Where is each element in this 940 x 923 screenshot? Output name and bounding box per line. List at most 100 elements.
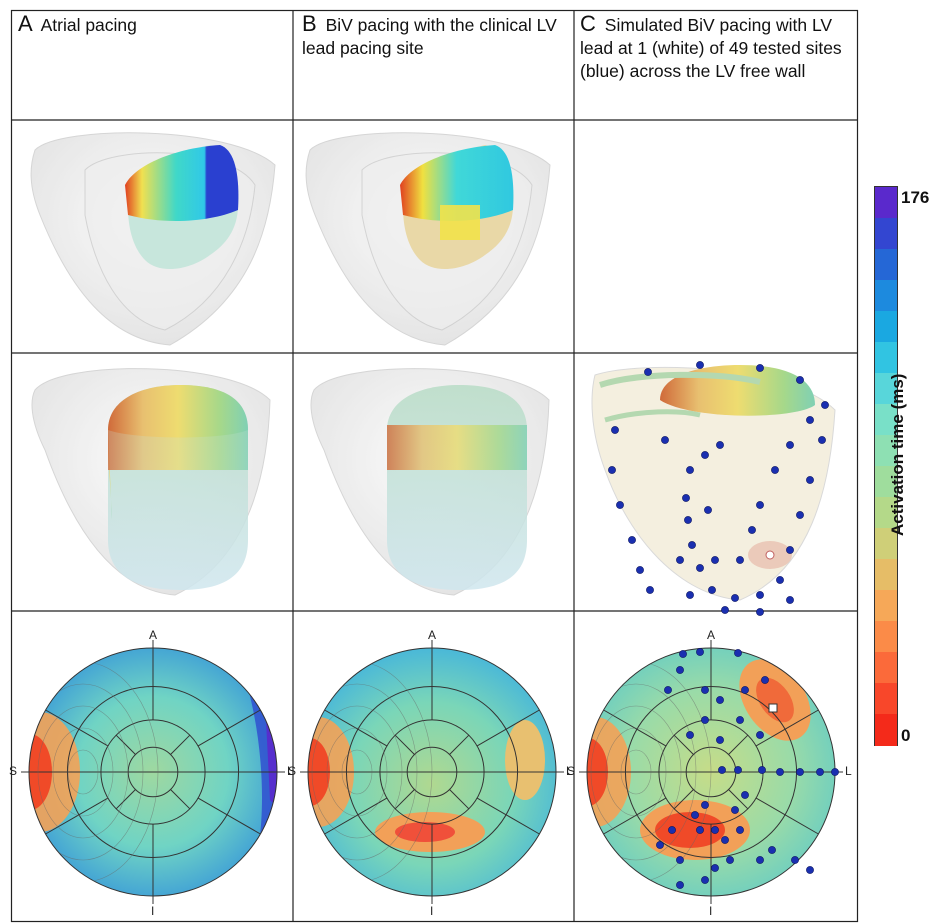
test-site-dot xyxy=(664,686,672,694)
polar-label-lateral: L xyxy=(566,764,573,778)
test-site-dot xyxy=(796,376,804,384)
colorbar-step xyxy=(875,683,897,715)
test-site-dot xyxy=(831,768,839,776)
test-site-dot xyxy=(686,731,694,739)
header-a: A Atrial pacing xyxy=(18,12,288,37)
test-site-dot xyxy=(718,766,726,774)
polar-label-inferior: I xyxy=(430,904,434,918)
test-site-dot xyxy=(734,766,742,774)
polar-label-inferior: I xyxy=(151,904,155,918)
colorbar-step xyxy=(875,559,897,591)
test-site-dot xyxy=(756,856,764,864)
test-site-dot xyxy=(711,826,719,834)
colorbar-step xyxy=(875,373,897,405)
header-letter-b: B xyxy=(302,11,317,36)
test-site-dot xyxy=(731,594,739,602)
test-site-dot xyxy=(771,466,779,474)
polar-label-septal: S xyxy=(9,764,18,778)
test-site-dot xyxy=(616,501,624,509)
test-site-dot xyxy=(716,696,724,704)
colorbar-step xyxy=(875,342,897,374)
test-site-dot xyxy=(708,586,716,594)
test-site-dot xyxy=(676,556,684,564)
test-site-dot xyxy=(756,501,764,509)
test-site-dot xyxy=(684,516,692,524)
test-site-dot xyxy=(721,836,729,844)
selected-lead-site-marker xyxy=(768,703,778,713)
colorbar: 176 0 Activation time (ms) xyxy=(868,186,940,766)
test-site-dot xyxy=(791,856,799,864)
polar-label-septal: S xyxy=(288,764,297,778)
test-site-dot xyxy=(776,768,784,776)
lv-test-sites-3d xyxy=(608,361,829,616)
test-site-dot xyxy=(711,556,719,564)
lv-test-sites-polar xyxy=(656,648,839,889)
polar-label-septal: S xyxy=(567,764,576,778)
header-text-a: Atrial pacing xyxy=(40,15,137,35)
test-site-dot xyxy=(656,841,664,849)
test-site-dot xyxy=(608,466,616,474)
test-site-dot xyxy=(796,511,804,519)
test-site-dot xyxy=(731,806,739,814)
test-site-dot xyxy=(676,881,684,889)
header-b: B BiV pacing with the clinical LV lead p… xyxy=(302,12,570,60)
polar-label-lateral: L xyxy=(845,764,852,778)
colorbar-step xyxy=(875,280,897,312)
test-site-dot xyxy=(816,768,824,776)
polar-label-anterior: A xyxy=(428,628,437,642)
test-site-dot xyxy=(741,686,749,694)
test-site-dot xyxy=(796,768,804,776)
colorbar-min-label: 0 xyxy=(901,726,911,745)
colorbar-step xyxy=(875,528,897,560)
test-site-dot xyxy=(806,416,814,424)
header-text-b: BiV pacing with the clinical LV lead pac… xyxy=(302,15,557,58)
test-site-dot xyxy=(818,436,826,444)
test-site-dot xyxy=(646,586,654,594)
colorbar-max-label: 176 xyxy=(901,188,930,207)
test-site-dot xyxy=(768,846,776,854)
test-site-dot xyxy=(701,716,709,724)
colorbar-step xyxy=(875,466,897,498)
test-site-dot xyxy=(758,766,766,774)
test-site-dot xyxy=(686,591,694,599)
test-site-dot xyxy=(756,364,764,372)
polar-label-inferior: I xyxy=(709,904,713,918)
test-site-dot xyxy=(704,506,712,514)
test-site-dot xyxy=(716,441,724,449)
test-site-dot xyxy=(756,731,764,739)
test-site-dot xyxy=(726,856,734,864)
test-site-dot xyxy=(696,361,704,369)
colorbar-title: Activation time (ms) xyxy=(888,373,907,536)
colorbar-step xyxy=(875,652,897,684)
colorbar-step xyxy=(875,497,897,529)
test-site-dot xyxy=(821,401,829,409)
colorbar-step xyxy=(875,621,897,653)
colorbar-scale xyxy=(874,186,898,746)
test-site-dot xyxy=(806,866,814,874)
colorbar-step xyxy=(875,311,897,343)
activation-surface-b1 xyxy=(400,145,514,270)
activation-cup-a2 xyxy=(108,385,248,590)
activation-surface-a1 xyxy=(125,145,239,270)
test-site-dot xyxy=(696,826,704,834)
test-site-dot xyxy=(611,426,619,434)
test-site-dot xyxy=(668,826,676,834)
polar-map-a xyxy=(29,648,277,896)
test-site-dot xyxy=(644,368,652,376)
header-letter-c: C xyxy=(580,11,596,36)
test-site-dot xyxy=(701,801,709,809)
test-site-dot xyxy=(736,716,744,724)
test-site-dot xyxy=(786,546,794,554)
test-site-dot xyxy=(741,791,749,799)
test-site-dot xyxy=(711,864,719,872)
polar-label-lateral: L xyxy=(287,764,294,778)
activation-cup-b2 xyxy=(387,385,527,590)
table-frame xyxy=(10,9,859,923)
test-site-dot xyxy=(696,564,704,572)
test-site-dot xyxy=(716,736,724,744)
test-site-dot xyxy=(682,494,690,502)
polar-label-anterior: A xyxy=(707,628,716,642)
header-letter-a: A xyxy=(18,11,33,36)
polar-grid xyxy=(300,640,564,904)
test-site-dot xyxy=(679,650,687,658)
